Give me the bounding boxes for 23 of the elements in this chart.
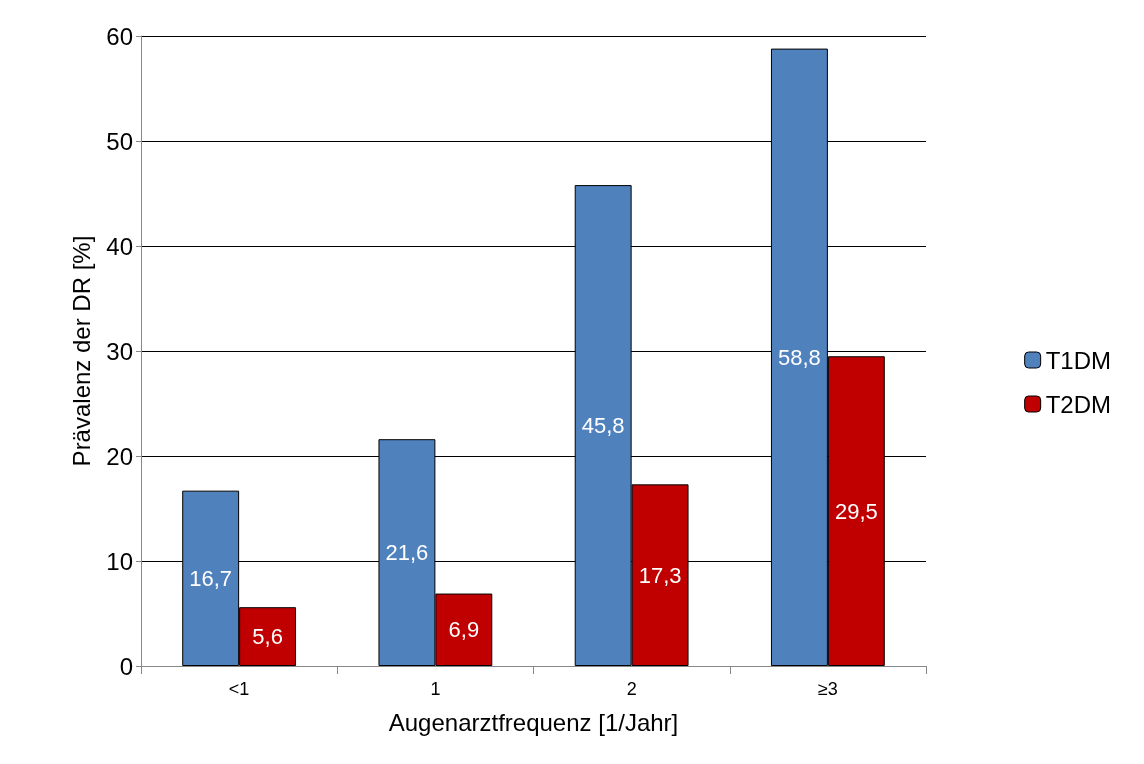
- x-tick-label: <1: [228, 679, 250, 699]
- data-label: 21,6: [385, 540, 429, 566]
- data-label: 29,5: [834, 498, 878, 524]
- y-tick-label: 40: [106, 232, 133, 260]
- x-tick-label: ≥3: [817, 679, 838, 699]
- y-tick-label: 0: [119, 652, 133, 680]
- x-axis-title: Augenarztfrequenz [1/Jahr]: [388, 708, 679, 736]
- legend-label: T2DM: [1045, 390, 1112, 418]
- y-tick-label: 10: [106, 547, 133, 575]
- x-tick-label: 2: [626, 679, 637, 699]
- y-axis-title: Prävalenz der DR [%]: [67, 235, 95, 467]
- y-tick-label: 20: [106, 442, 133, 470]
- y-tick-label: 60: [106, 22, 133, 50]
- legend-label: T1DM: [1045, 346, 1112, 374]
- data-label: 6,9: [448, 617, 480, 643]
- data-label: 45,8: [581, 413, 625, 439]
- y-tick-label: 50: [106, 127, 133, 155]
- data-label: 16,7: [189, 565, 233, 591]
- x-tick-label: 1: [430, 679, 441, 699]
- y-tick-label: 30: [106, 337, 133, 365]
- data-label: 5,6: [252, 624, 283, 650]
- data-label: 58,8: [778, 344, 821, 370]
- data-label: 17,3: [638, 562, 682, 588]
